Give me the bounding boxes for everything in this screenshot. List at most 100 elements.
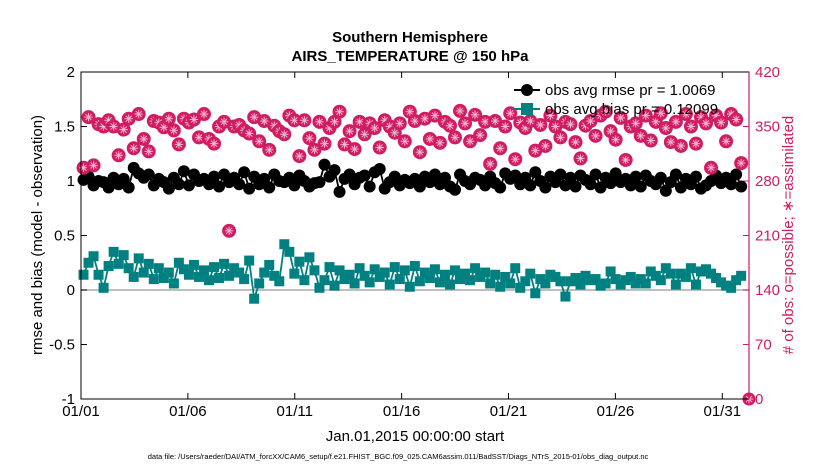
bias-point [128,271,139,282]
obs-count-point [372,140,387,155]
bias-point [665,268,676,279]
bias-point [193,271,204,282]
obs-count-star [265,146,273,154]
obs-count-star [431,112,439,119]
obs-count-point [141,144,156,159]
x-tick-label: 01/31 [704,403,742,420]
rmse-point [172,178,185,191]
obs-count-star [602,108,609,116]
obs-count-point [714,115,729,130]
obs-count-point [583,114,598,129]
bias-point [485,278,496,289]
bias-point [319,275,330,286]
obs-count-point [618,152,633,167]
rmse-point [584,178,597,191]
y2-axis-label: # of obs: o=possible; ∗=assimilated [780,116,797,355]
bias-point [329,280,340,291]
obs-count-star [306,134,313,142]
obs-count-point [543,108,558,123]
bias-point [163,267,174,278]
rmse-point [122,181,135,194]
bias-point [580,270,591,281]
bias-point [570,273,581,284]
obs-count-star [612,136,619,144]
bias-series [78,239,747,304]
rmse-point [539,181,552,194]
obs-count-point [719,134,734,149]
obs-count-point [166,123,181,138]
bias-point [655,275,666,286]
bias-point [239,274,250,285]
x-tick-label: 01/01 [62,403,100,420]
obs-count-star [471,111,479,119]
bias-point [143,258,154,269]
obs-count-point [297,113,312,128]
obs-count-point [222,223,237,238]
rmse-point [479,179,492,192]
bias-point [88,251,99,262]
obs-count-star [466,137,474,145]
bias-point [219,258,230,269]
obs-count-point [473,128,488,143]
bias-point [168,278,179,289]
x-tick-label: 01/16 [383,403,421,420]
obs-count-point [653,106,668,121]
bias-point [339,274,350,285]
bias-point [374,271,385,282]
rmse-point [238,166,251,179]
bias-point [695,266,706,277]
bias-point [495,281,506,292]
bias-point [465,275,476,286]
obs-count-star [301,116,308,124]
bias-point [224,270,235,281]
obs-count-point [699,116,714,131]
bias-point [530,288,541,299]
obs-count-star [341,141,348,148]
obs-count-star [426,135,434,143]
bias-point [434,277,445,288]
obs-count-star [311,146,318,154]
x-tick-label: 01/21 [490,403,528,420]
x-tick-label: 01/11 [277,403,313,420]
obs-count-star [511,155,519,163]
obs-count-point [643,133,658,148]
obs-count-point [478,114,493,129]
bias-point [439,269,450,280]
rmse-point [373,163,386,176]
bias-point [359,270,370,281]
bias-point [650,270,661,281]
bias-point [540,278,551,289]
obs-count-star [120,126,127,133]
bias-point [324,262,335,273]
obs-count-star [652,118,660,126]
rmse-point [182,179,195,192]
obs-count-star [552,123,559,130]
obs-count-star [406,108,414,116]
obs-count-star [667,138,675,146]
bias-point [424,273,435,284]
obs-count-star [336,108,343,116]
obs-count-star [451,134,459,141]
obs-count-point [678,107,693,122]
obs-count-point [493,141,508,156]
obs-count-star [346,127,353,135]
obs-count-point [312,114,327,129]
bias-point [178,264,189,275]
obs-count-point [327,114,342,129]
bias-point [595,280,606,291]
bias-point [148,274,159,285]
obs-count-point [729,112,744,127]
rmse-point [428,168,441,181]
obs-count-point [704,160,719,175]
y-axis-left: -1 -0.5 0 0.5 1 1.5 2 [49,64,87,408]
bias-point [334,265,345,276]
rmse-point [594,181,607,194]
bias-point [605,266,616,277]
rmse-point [529,166,542,179]
obs-count-point [628,116,643,131]
obs-count-star [190,116,198,123]
obs-count-point [116,122,131,137]
obs-count-star [125,115,133,123]
rmse-point [735,180,748,193]
obs-count-point [347,142,362,157]
